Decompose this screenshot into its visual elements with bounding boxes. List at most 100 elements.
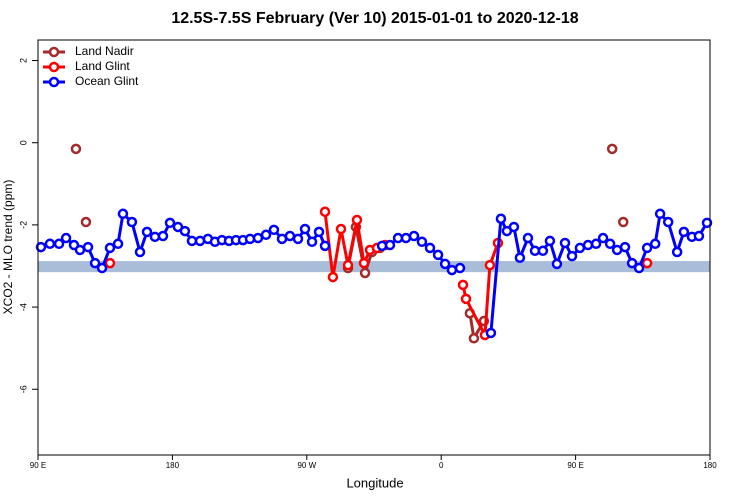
point	[454, 262, 466, 274]
point	[619, 241, 631, 253]
point	[439, 258, 451, 270]
y-tick-label: 2	[18, 58, 28, 63]
point	[164, 217, 176, 229]
point	[104, 242, 116, 254]
x-tick-label: 90 E	[567, 461, 583, 470]
point	[351, 214, 363, 226]
point	[537, 245, 549, 257]
legend-marker	[48, 61, 60, 73]
reference-band	[38, 261, 710, 273]
point	[60, 232, 72, 244]
legend-label: Ocean Glint	[75, 74, 139, 88]
y-tick-label: -2	[18, 221, 28, 229]
point	[460, 293, 472, 305]
point	[485, 327, 497, 339]
point	[359, 267, 371, 279]
plot-frame	[37, 39, 711, 456]
point	[649, 238, 661, 250]
series-line	[40, 212, 709, 334]
point	[662, 216, 674, 228]
point	[559, 237, 571, 249]
point	[117, 208, 129, 220]
legend-label: Land Nadir	[75, 44, 134, 58]
point	[53, 238, 65, 250]
point	[495, 213, 507, 224]
point	[626, 257, 638, 269]
point	[484, 259, 496, 271]
point	[335, 223, 347, 235]
point	[268, 224, 280, 236]
legend-label: Land Glint	[75, 59, 130, 73]
point	[416, 236, 428, 247]
point	[432, 249, 444, 261]
point	[126, 216, 138, 228]
point	[384, 239, 396, 251]
point	[157, 230, 169, 242]
point	[400, 232, 412, 244]
point	[641, 242, 653, 254]
point	[284, 230, 296, 242]
chart-title: 12.5S-7.5S February (Ver 10) 2015-01-01 …	[171, 10, 578, 27]
point	[551, 258, 563, 270]
point	[514, 252, 526, 264]
legend-marker	[48, 76, 60, 88]
point	[74, 244, 86, 256]
x-axis-label: Longitude	[346, 475, 403, 490]
point	[260, 229, 272, 241]
point	[141, 226, 153, 238]
point	[566, 250, 578, 262]
point	[358, 257, 370, 269]
y-tick-label: -6	[18, 385, 28, 393]
point	[654, 208, 666, 220]
point	[633, 262, 645, 274]
point	[186, 235, 198, 247]
y-axis-label: XCO2 - MLO trend (ppm)	[1, 180, 15, 315]
point	[457, 279, 469, 291]
y-tick-label: 0	[18, 140, 28, 145]
point	[35, 241, 47, 253]
point	[701, 217, 713, 229]
point	[606, 143, 618, 155]
x-tick-label: 90 E	[30, 461, 46, 470]
point	[597, 232, 609, 244]
point	[319, 206, 331, 218]
point	[342, 259, 354, 271]
x-tick-label: 90 W	[297, 461, 316, 470]
point	[590, 238, 602, 250]
point	[82, 241, 94, 253]
point	[693, 230, 705, 242]
point	[508, 221, 520, 233]
point	[319, 240, 331, 252]
point	[327, 271, 339, 283]
point	[44, 238, 56, 250]
point	[617, 216, 629, 228]
series-line	[325, 212, 647, 335]
point	[641, 257, 653, 269]
point	[299, 223, 311, 235]
x-tick-label: 0	[439, 461, 444, 470]
point	[582, 239, 594, 251]
y-tick-label: -4	[18, 303, 28, 311]
point	[408, 230, 420, 242]
point	[134, 246, 146, 258]
point	[104, 257, 116, 269]
point	[544, 235, 556, 247]
point	[89, 257, 101, 269]
point	[604, 238, 616, 250]
x-tick-label: 180	[166, 461, 180, 470]
point	[678, 226, 690, 238]
point	[112, 238, 124, 250]
x-tick-label: 180	[703, 461, 717, 470]
point	[80, 216, 92, 228]
point	[179, 225, 191, 237]
point	[574, 242, 586, 254]
point	[306, 236, 318, 247]
legend-marker	[48, 46, 60, 58]
point	[70, 143, 82, 155]
point	[671, 246, 683, 258]
point	[424, 242, 436, 254]
point	[96, 262, 108, 274]
point	[313, 226, 325, 238]
